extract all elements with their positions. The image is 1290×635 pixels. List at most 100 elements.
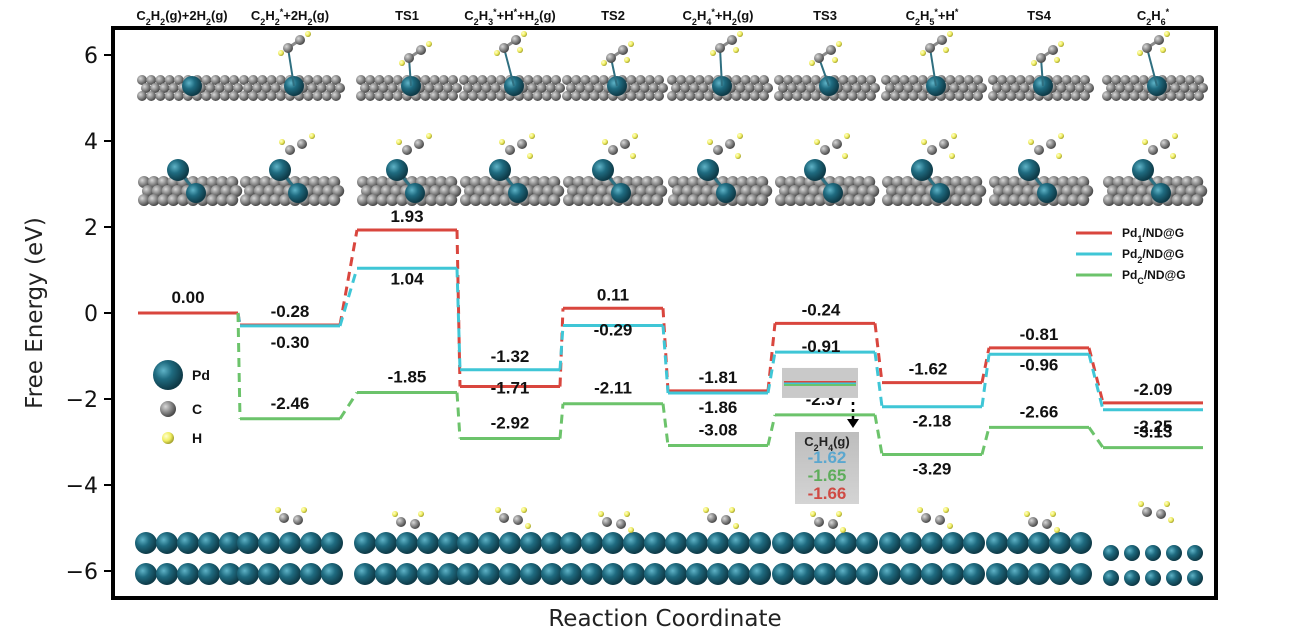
energy-connector <box>1087 353 1105 411</box>
energy-value-label: -1.71 <box>491 379 530 398</box>
energy-value-label: -2.09 <box>1134 380 1173 399</box>
top-row-structure <box>562 41 668 101</box>
bottom-row-structure <box>665 507 771 585</box>
energy-connector <box>873 351 884 407</box>
energy-value-label: -1.62 <box>909 360 948 379</box>
energy-value-label: -0.30 <box>271 333 310 352</box>
atom-key-label: Pd <box>192 367 210 383</box>
top-row-structure <box>881 31 987 101</box>
middle-row-structure <box>989 133 1094 206</box>
y-tick-label: 6 <box>84 44 98 69</box>
y-tick-label: 0 <box>84 302 98 327</box>
bottom-row-structure <box>135 532 241 585</box>
energy-connector <box>338 229 359 326</box>
energy-value-label: -3.13 <box>1134 423 1173 442</box>
energy-value-label: -0.29 <box>594 320 633 339</box>
middle-row-structure <box>775 133 880 206</box>
energy-value-label: -0.96 <box>1020 355 1059 374</box>
energy-connector <box>980 427 991 455</box>
energy-value-label: -0.28 <box>271 302 310 321</box>
energy-connector <box>661 403 670 446</box>
legend-label: Pd1/ND@G <box>1122 226 1184 244</box>
legend-label: PdC/ND@G <box>1122 268 1186 286</box>
arrow-head-icon <box>847 419 859 428</box>
legend: Pd1/ND@G Pd2/ND@G PdC/ND@G <box>1076 226 1186 286</box>
energy-connector <box>455 392 462 439</box>
y-tick-label: −4 <box>66 474 98 499</box>
atom-key: Pd CH <box>153 360 210 446</box>
y-tick-label: −6 <box>66 560 98 585</box>
desorption-value: -1.62 <box>808 448 847 467</box>
pd-atom-icon <box>153 360 183 390</box>
legend-label: Pd2/ND@G <box>1122 247 1184 265</box>
energy-value-label: -3.29 <box>913 459 952 478</box>
energy-connector <box>558 325 565 370</box>
atom-key-label: H <box>192 430 202 446</box>
middle-row-structure <box>668 133 773 206</box>
middle-row-structure <box>563 133 668 206</box>
energy-connector <box>1087 347 1105 404</box>
y-tick-label: −2 <box>66 388 98 413</box>
bottom-row-structure <box>879 507 985 585</box>
bottom-row-structure <box>560 511 666 585</box>
energy-connector <box>766 351 777 394</box>
energy-connector <box>980 354 991 407</box>
stage-label: TS2 <box>601 8 625 23</box>
series-2: -2.46-1.85-2.92-2.11-3.08-2.37-3.29-2.66… <box>236 312 1203 478</box>
plot-area: 0.00-0.281.93-1.710.11-1.81-0.24-1.62-0.… <box>138 207 1203 478</box>
top-row-structure <box>459 31 565 101</box>
energy-value-label: -0.91 <box>802 337 841 356</box>
energy-connector <box>766 323 777 391</box>
y-axis: 6 4 2 0 −2 −4 −6 <box>66 44 113 585</box>
stage-label: C2H3*+H*+H2(g) <box>464 7 555 27</box>
top-row-structure <box>137 75 243 101</box>
h-atom-icon <box>162 432 174 444</box>
middle-row-structure <box>1103 133 1208 206</box>
energy-connector <box>338 391 359 420</box>
top-row-structure <box>774 41 880 101</box>
middle-row-structure <box>460 133 565 206</box>
energy-value-label: -1.86 <box>699 398 738 417</box>
stage-label: TS3 <box>813 8 837 23</box>
energy-value-label: 0.00 <box>171 288 204 307</box>
energy-connector <box>338 267 359 327</box>
energy-connector <box>661 325 670 394</box>
energy-connector <box>873 414 884 455</box>
energy-value-label: -2.46 <box>271 394 310 413</box>
stage-label: C2H2*+2H2(g) <box>251 7 329 27</box>
desorption-value: -1.66 <box>808 484 847 503</box>
c-atom-icon <box>160 401 176 417</box>
bottom-row-structure <box>1103 501 1203 586</box>
energy-value-label: -2.25 <box>1134 417 1173 436</box>
energy-value-label: -1.85 <box>388 368 427 387</box>
top-row-structure <box>667 31 773 101</box>
energy-connector <box>766 414 777 446</box>
energy-value-label: -1.81 <box>699 368 738 387</box>
bottom-row-structure <box>986 511 1092 585</box>
y-axis-title: Free Energy (eV) <box>22 217 48 409</box>
bottom-row-structure <box>772 511 878 585</box>
middle-row-structure <box>240 133 345 206</box>
energy-value-label: -0.81 <box>1020 325 1059 344</box>
stage-labels: C2H2(g)+2H2(g) C2H2*+2H2(g) TS1 C2H3*+H*+H2… <box>136 7 1169 27</box>
middle-row-structure <box>357 133 462 206</box>
atom-key-label: C <box>192 401 202 417</box>
stage-label: C2H2(g)+2H2(g) <box>136 8 227 27</box>
energy-connector <box>455 229 462 387</box>
bottom-row-structure <box>457 507 563 585</box>
molecular-structures <box>135 31 1208 586</box>
stage-label: C2H6* <box>1137 7 1170 27</box>
energy-value-label: -1.32 <box>491 347 530 366</box>
y-tick-label: 2 <box>84 216 98 241</box>
energy-connector <box>455 268 462 370</box>
top-row-structure <box>239 31 345 101</box>
top-row-structure <box>988 41 1094 101</box>
stage-label: C2H4*+H2(g) <box>683 7 754 27</box>
energy-value-label: -2.11 <box>594 379 632 398</box>
energy-value-label: 1.04 <box>390 269 424 288</box>
energy-connector <box>558 308 565 387</box>
top-row-structure <box>1102 31 1208 101</box>
bottom-row-structure <box>354 511 460 585</box>
energy-value-label: 0.11 <box>597 285 629 304</box>
